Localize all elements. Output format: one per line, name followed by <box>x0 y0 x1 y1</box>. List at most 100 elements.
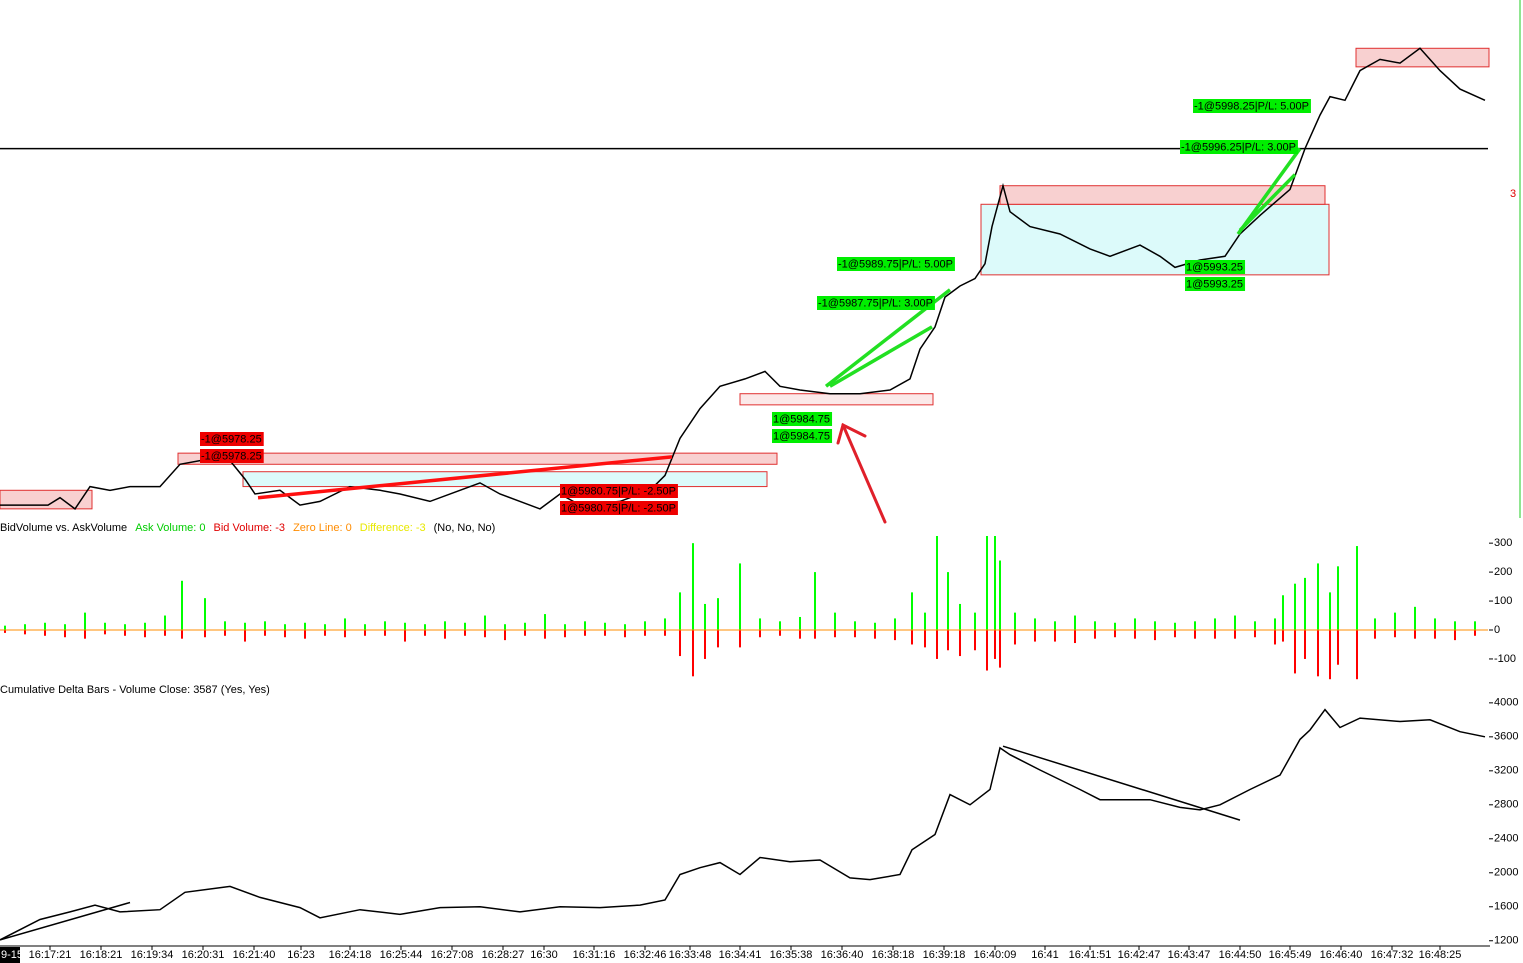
volume-bar <box>1174 630 1176 638</box>
y-tick-label: 300 <box>1494 537 1512 549</box>
volume-bar <box>936 536 938 630</box>
volume-bar <box>1304 630 1306 659</box>
volume-bar <box>544 614 546 630</box>
y-tick-label: 2000 <box>1494 867 1518 879</box>
volume-bar <box>644 630 646 636</box>
x-tick-label: 16:48:25 <box>1419 949 1462 961</box>
volume-bar <box>894 618 896 630</box>
volume-bar <box>44 622 46 630</box>
trend-line <box>1002 745 1241 821</box>
volume-bar <box>1454 621 1456 630</box>
y-tick-label: 3200 <box>1494 765 1518 777</box>
volume-bar <box>779 630 781 636</box>
volume-bar <box>759 618 761 630</box>
volume-bar <box>364 630 366 636</box>
trade-line <box>829 325 933 388</box>
order-label-bg <box>200 449 264 463</box>
zone <box>177 452 778 465</box>
volume-bar <box>664 630 666 636</box>
volume-bar <box>739 563 741 630</box>
order-label-bg <box>772 429 833 443</box>
volume-bar <box>644 621 646 630</box>
trade-line <box>257 455 673 500</box>
volume-bar <box>994 536 996 630</box>
order-label: 1@5993.25 <box>1186 261 1243 273</box>
legend-entry: Zero Line: 0 <box>293 522 352 534</box>
volume-bar <box>264 621 266 630</box>
volume-bar <box>4 625 6 630</box>
x-tick-label: 16:28:27 <box>482 949 525 961</box>
x-tick-label: 16:45:49 <box>1269 949 1312 961</box>
volume-bar <box>854 630 856 638</box>
volume-bar <box>284 630 286 638</box>
volume-bar <box>24 624 26 630</box>
price-line <box>0 47 1486 510</box>
x-tick-label: 16:17:21 <box>29 949 72 961</box>
volume-bar <box>1329 630 1331 680</box>
volume-bar <box>504 630 506 641</box>
volume-bar <box>1274 630 1276 645</box>
zone <box>0 489 93 510</box>
volume-bar <box>974 612 976 630</box>
volume-bar <box>1074 630 1076 644</box>
trade-line <box>1238 173 1297 232</box>
order-label: -1@5989.75|P/L: 5.00P <box>838 258 953 270</box>
x-tick-label: 16:32:46 <box>624 949 667 961</box>
volume-bar <box>1094 621 1096 630</box>
volume-bar <box>624 630 626 638</box>
volume-bar <box>444 621 446 630</box>
volume-bar <box>717 630 719 648</box>
volume-bar <box>324 630 326 636</box>
volume-bar <box>799 630 801 639</box>
volume-bar <box>344 630 346 638</box>
volume-bar <box>1094 630 1096 639</box>
annotation-arrow <box>836 422 887 524</box>
x-tick-label: 16:35:38 <box>770 949 813 961</box>
volume-bar <box>384 621 386 630</box>
volume-bar <box>986 536 988 630</box>
volume-bar <box>164 615 166 630</box>
volume-bar <box>959 603 961 630</box>
order-label: 1@5984.75 <box>773 413 830 425</box>
order-label-bg <box>200 432 264 446</box>
x-tick-label: 16:30 <box>530 949 558 961</box>
x-tick-label: 16:31:16 <box>573 949 616 961</box>
volume-bar <box>1317 563 1319 630</box>
volume-bar <box>1034 630 1036 642</box>
order-label: -1@5998.25|P/L: 5.00P <box>1194 100 1309 112</box>
volume-bar <box>1254 621 1256 630</box>
volume-bar <box>424 630 426 636</box>
volume-bar <box>1374 618 1376 630</box>
volume-bar <box>1194 621 1196 630</box>
volume-bar <box>1474 630 1476 636</box>
volume-bar <box>24 630 26 635</box>
volume-bar <box>104 630 106 635</box>
volume-bar <box>704 603 706 630</box>
volume-bar <box>874 630 876 639</box>
order-label-bg <box>1185 260 1246 274</box>
volume-bar <box>124 624 126 630</box>
order-label: 1@5993.25 <box>1186 278 1243 290</box>
y-tick-label: 100 <box>1494 595 1512 607</box>
volume-bar <box>1282 595 1284 630</box>
volume-bar <box>84 612 86 630</box>
x-tick-label: 16:47:32 <box>1371 949 1414 961</box>
volume-bar <box>64 630 66 638</box>
order-label-bg <box>1185 277 1246 291</box>
volume-bar <box>164 630 166 636</box>
volume-bar <box>464 630 466 636</box>
volume-bar <box>484 630 486 638</box>
volume-bar <box>936 630 938 659</box>
order-label: -1@5996.25|P/L: 3.00P <box>1181 141 1296 153</box>
volume-bar <box>1134 618 1136 630</box>
volume-bar <box>584 630 586 636</box>
volume-bar <box>564 630 566 638</box>
volume-bar <box>1374 630 1376 639</box>
volume-bar <box>1356 546 1358 630</box>
order-label: 1@5984.75 <box>773 430 830 442</box>
y-tick-label: 3600 <box>1494 731 1518 743</box>
volume-bar <box>124 630 126 636</box>
volume-bar <box>224 630 226 636</box>
volume-bar <box>924 630 926 648</box>
volume-bar <box>244 622 246 630</box>
